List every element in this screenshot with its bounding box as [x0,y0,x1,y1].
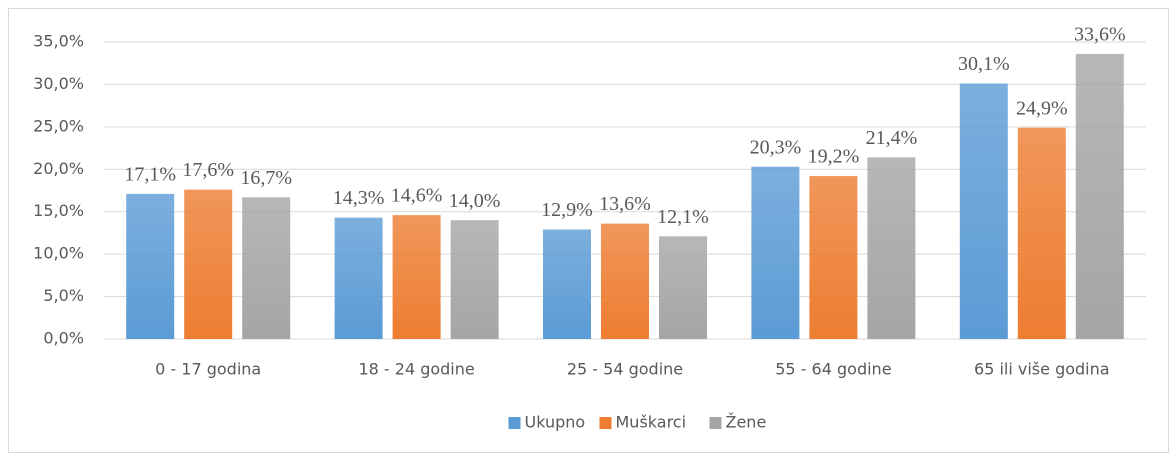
bar [543,229,591,339]
bar [867,157,916,339]
value-label: 12,1% [657,206,709,228]
value-label: 14,6% [391,185,443,207]
value-label: 33,6% [1074,23,1126,45]
bar [809,176,858,339]
legend-label: Ukupno [525,413,586,432]
value-label: 20,3% [750,136,802,158]
bar [392,215,441,339]
bar [450,220,499,339]
bar [126,193,175,339]
legend-swatch [599,417,612,429]
bar [1017,127,1066,339]
y-tick-label: 20,0% [33,159,84,178]
x-tick-label: 55 - 64 godine [775,360,891,379]
y-tick-label: 25,0% [33,116,84,135]
value-label: 12,9% [541,199,593,221]
bar [751,166,800,339]
x-tick-label: 0 - 17 godina [155,360,261,379]
bar [659,236,707,339]
y-tick-label: 35,0% [33,32,84,51]
y-tick-label: 0,0% [43,329,84,348]
bar [959,83,1008,339]
bar [184,189,233,339]
y-tick-label: 5,0% [43,286,84,305]
value-label: 17,1% [124,163,176,185]
x-tick-label: 18 - 24 godine [358,360,474,379]
bar [242,197,291,339]
value-label: 13,6% [599,193,651,215]
value-label: 14,0% [449,190,501,212]
legend-label: Žene [726,413,767,432]
x-tick-label: 65 ili više godina [974,360,1110,379]
legend-swatch [709,417,722,429]
y-tick-label: 10,0% [33,244,84,263]
bar [334,217,383,339]
value-label: 19,2% [808,146,860,168]
legend-label: Muškarci [616,413,687,432]
value-label: 14,3% [333,187,385,209]
bar [601,223,649,339]
legend-swatch [508,417,521,429]
y-tick-label: 15,0% [33,201,84,220]
value-label: 24,9% [1016,97,1068,119]
value-label: 30,1% [958,53,1010,75]
y-tick-label: 30,0% [33,74,84,93]
bar [1075,53,1124,339]
x-tick-label: 25 - 54 godine [567,360,683,379]
value-label: 16,7% [240,167,292,189]
value-label: 17,6% [182,159,234,181]
value-label: 21,4% [866,127,918,149]
